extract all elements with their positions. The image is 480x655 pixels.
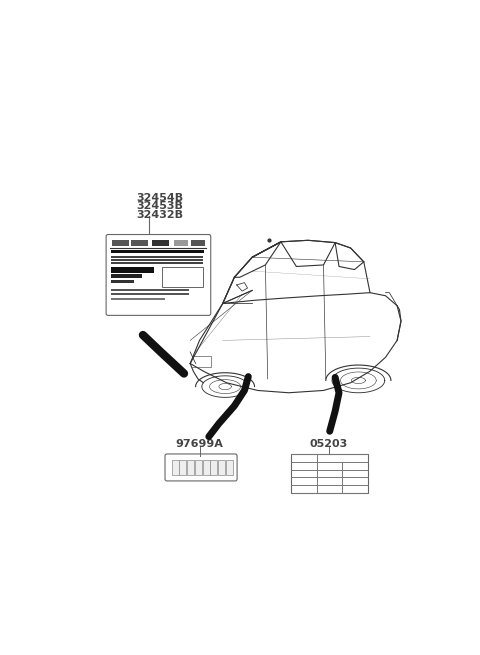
Bar	[187, 460, 194, 475]
Bar	[174, 240, 188, 246]
Bar	[195, 460, 202, 475]
Bar	[210, 460, 217, 475]
Bar	[152, 240, 169, 246]
Bar	[111, 293, 189, 295]
Text: 97699A: 97699A	[176, 439, 223, 449]
Bar	[111, 289, 189, 291]
FancyBboxPatch shape	[165, 454, 237, 481]
Bar	[111, 259, 203, 261]
Bar	[291, 455, 369, 493]
Bar	[218, 460, 225, 475]
Text: 32432B: 32432B	[136, 210, 183, 219]
Bar	[111, 250, 204, 253]
Bar	[111, 298, 166, 301]
Text: 32453B: 32453B	[136, 201, 183, 211]
Text: 32454B: 32454B	[136, 193, 183, 202]
Bar	[111, 274, 142, 278]
Text: 05203: 05203	[310, 439, 348, 449]
Bar	[111, 267, 154, 272]
Bar	[132, 240, 148, 246]
Bar	[191, 240, 205, 246]
Bar	[111, 262, 203, 264]
Bar	[180, 460, 186, 475]
Bar	[172, 460, 179, 475]
Bar	[226, 460, 233, 475]
FancyBboxPatch shape	[106, 234, 211, 315]
Bar	[111, 255, 203, 257]
Bar	[162, 267, 203, 286]
Bar	[111, 280, 134, 284]
Bar	[112, 240, 129, 246]
Bar	[203, 460, 210, 475]
